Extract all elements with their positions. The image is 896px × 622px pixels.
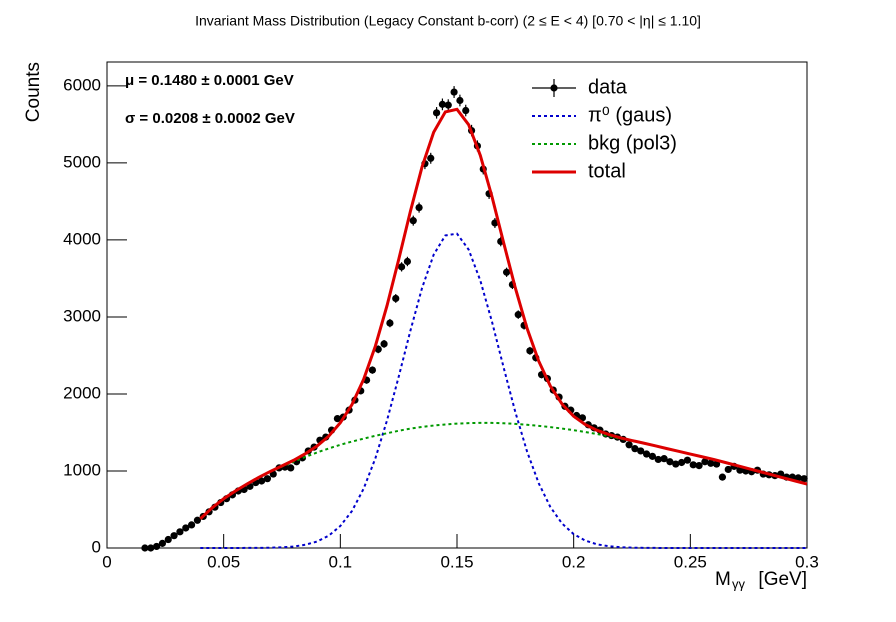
- data-point: [368, 366, 377, 374]
- y-tick-label: 2000: [63, 383, 101, 402]
- x-label-sub: γγ: [732, 576, 746, 591]
- data-point: [642, 450, 651, 458]
- data-point: [397, 263, 406, 271]
- data-point: [677, 458, 686, 467]
- data-point: [666, 458, 674, 466]
- data-point: [176, 528, 184, 536]
- data-point: [182, 524, 190, 532]
- data-point: [683, 456, 692, 464]
- data-point: [736, 466, 744, 474]
- data-point: [380, 340, 388, 348]
- data-point: [263, 475, 272, 483]
- data-point: [427, 154, 435, 162]
- legend: data π⁰ (gaus) bkg (pol3) total: [532, 76, 677, 182]
- data-point: [701, 458, 709, 466]
- data-point: [141, 544, 149, 552]
- x-tick-label: 0.05: [207, 552, 240, 571]
- data-point: [724, 465, 732, 474]
- data-point: [152, 542, 161, 551]
- y-tick-label: 0: [92, 537, 101, 556]
- y-tick-label: 3000: [63, 306, 101, 325]
- data-point: [187, 521, 196, 529]
- data-point: [158, 539, 167, 547]
- legend-symbol: [550, 84, 558, 92]
- x-tick-label: 0: [102, 552, 111, 571]
- data-point: [170, 532, 178, 540]
- data-point: [415, 203, 423, 212]
- fit-curve: [199, 107, 808, 520]
- data-point: [193, 516, 202, 524]
- annotation: σ = 0.0208 ± 0.0002 GeV: [125, 110, 295, 127]
- legend-label: data: [588, 76, 628, 98]
- data-point: [526, 347, 534, 355]
- x-tick-label: 0.3: [795, 552, 819, 571]
- legend-label: π⁰ (gaus): [588, 104, 672, 126]
- data-point: [438, 100, 447, 108]
- data-point: [450, 88, 458, 96]
- x-label-main: M: [715, 569, 731, 590]
- legend-label: total: [588, 160, 626, 182]
- data-point: [718, 473, 727, 481]
- data-point: [444, 101, 452, 109]
- data-point: [631, 445, 639, 453]
- y-axis-label: Counts: [23, 62, 44, 122]
- x-tick-label: 0.25: [674, 552, 707, 571]
- data-point: [164, 535, 172, 544]
- chart-title: Invariant Mass Distribution (Legacy Cons…: [195, 13, 701, 29]
- data-point: [800, 475, 808, 483]
- data-point: [333, 415, 342, 423]
- data-point: [695, 461, 703, 470]
- y-tick-label: 4000: [63, 229, 101, 248]
- data-point: [392, 294, 400, 303]
- data-point: [403, 257, 412, 266]
- legend-label: bkg (pol3): [588, 132, 677, 154]
- data-point: [672, 460, 680, 468]
- data-point: [625, 441, 633, 449]
- data-point: [287, 464, 295, 472]
- data-point: [386, 319, 394, 327]
- x-tick-label: 0.15: [440, 552, 473, 571]
- data-point: [462, 106, 470, 115]
- data-point: [514, 311, 522, 319]
- data-point: [409, 217, 417, 225]
- data-point: [637, 447, 645, 455]
- annotation: μ = 0.1480 ± 0.0001 GeV: [125, 72, 294, 89]
- data-point: [502, 268, 511, 276]
- data-point: [707, 459, 715, 467]
- data-point: [654, 455, 662, 464]
- data-point: [432, 109, 441, 117]
- data-point: [257, 477, 266, 485]
- y-tick-label: 5000: [63, 152, 101, 171]
- data-point: [648, 452, 657, 460]
- data-point: [456, 96, 464, 105]
- data-point: [712, 460, 721, 468]
- data-point: [794, 474, 802, 482]
- x-tick-label: 0.1: [329, 552, 353, 571]
- x-axis-label: M γγ [GeV]: [715, 569, 807, 591]
- x-tick-label: 0.2: [562, 552, 586, 571]
- x-label-unit: [GeV]: [758, 569, 807, 590]
- y-tick-label: 6000: [63, 75, 101, 94]
- data-point: [147, 544, 155, 552]
- y-tick-label: 1000: [63, 460, 101, 479]
- data-point: [689, 461, 697, 469]
- data-point: [660, 455, 668, 463]
